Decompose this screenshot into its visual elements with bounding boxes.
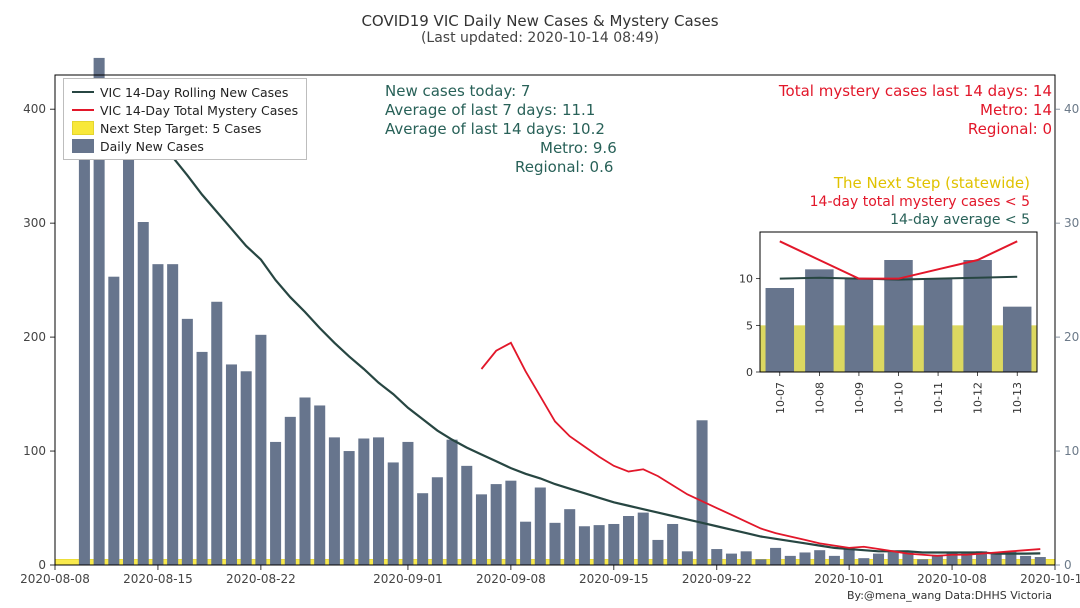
svg-text:2020-09-08: 2020-09-08 bbox=[476, 572, 546, 586]
annotation-mystery: Metro: 14 bbox=[980, 101, 1052, 119]
legend-label: Next Step Target: 5 Cases bbox=[100, 121, 261, 136]
inset-chart: 0 5 10 10-07 10-08 10-09 10-10 10-11 10-12 10-13 bbox=[732, 228, 1041, 420]
annotation-new-cases: Average of last 7 days: 11.1 bbox=[385, 101, 595, 119]
svg-text:10-08: 10-08 bbox=[813, 382, 826, 414]
annotation-mystery: Regional: 0 bbox=[968, 120, 1052, 138]
legend-label: Daily New Cases bbox=[100, 139, 204, 154]
svg-text:2020-10-01: 2020-10-01 bbox=[814, 572, 884, 586]
svg-text:10: 10 bbox=[739, 273, 753, 286]
svg-text:2020-10-15: 2020-10-15 bbox=[1020, 572, 1080, 586]
annotation-new-cases: New cases today: 7 bbox=[385, 82, 530, 100]
svg-text:2020-09-22: 2020-09-22 bbox=[682, 572, 752, 586]
svg-text:10-11: 10-11 bbox=[932, 382, 945, 414]
legend-item: Daily New Cases bbox=[72, 137, 298, 155]
credit-text: By:@mena_wang Data:DHHS Victoria bbox=[847, 589, 1052, 602]
svg-text:2020-09-01: 2020-09-01 bbox=[373, 572, 443, 586]
svg-text:2020-08-15: 2020-08-15 bbox=[123, 572, 193, 586]
next-step-criterion: 14-day total mystery cases < 5 bbox=[810, 194, 1030, 210]
svg-text:2020-08-08: 2020-08-08 bbox=[20, 572, 90, 586]
svg-text:10-09: 10-09 bbox=[853, 382, 866, 414]
svg-text:5: 5 bbox=[746, 319, 753, 332]
svg-text:300: 300 bbox=[23, 216, 46, 230]
legend-item: VIC 14-Day Rolling New Cases bbox=[72, 83, 298, 101]
next-step-title: The Next Step (statewide) bbox=[834, 174, 1030, 192]
svg-text:0: 0 bbox=[746, 366, 753, 379]
svg-text:400: 400 bbox=[1064, 102, 1080, 116]
svg-text:10-13: 10-13 bbox=[1011, 382, 1024, 414]
svg-text:200: 200 bbox=[23, 330, 46, 344]
svg-text:10-10: 10-10 bbox=[893, 382, 906, 414]
annotation-mystery: Total mystery cases last 14 days: 14 bbox=[779, 82, 1052, 100]
svg-text:300: 300 bbox=[1064, 216, 1080, 230]
svg-text:10-07: 10-07 bbox=[774, 382, 787, 414]
svg-text:2020-09-15: 2020-09-15 bbox=[579, 572, 649, 586]
legend-label: VIC 14-Day Total Mystery Cases bbox=[100, 103, 298, 118]
svg-text:100: 100 bbox=[1064, 444, 1080, 458]
legend-label: VIC 14-Day Rolling New Cases bbox=[100, 85, 288, 100]
next-step-criterion: 14-day average < 5 bbox=[890, 212, 1030, 228]
svg-text:0: 0 bbox=[38, 558, 46, 572]
annotation-new-cases: Average of last 14 days: 10.2 bbox=[385, 120, 605, 138]
svg-text:2020-08-22: 2020-08-22 bbox=[226, 572, 296, 586]
annotation-new-cases: Metro: 9.6 bbox=[540, 139, 617, 157]
legend-item: Next Step Target: 5 Cases bbox=[72, 119, 298, 137]
annotation-new-cases: Regional: 0.6 bbox=[515, 158, 613, 176]
svg-text:2020-10-08: 2020-10-08 bbox=[917, 572, 987, 586]
svg-text:0: 0 bbox=[1064, 558, 1072, 572]
legend-item: VIC 14-Day Total Mystery Cases bbox=[72, 101, 298, 119]
svg-text:100: 100 bbox=[23, 444, 46, 458]
svg-text:200: 200 bbox=[1064, 330, 1080, 344]
svg-text:400: 400 bbox=[23, 102, 46, 116]
svg-text:10-12: 10-12 bbox=[972, 382, 985, 414]
legend: VIC 14-Day Rolling New Cases VIC 14-Day T… bbox=[63, 78, 307, 160]
